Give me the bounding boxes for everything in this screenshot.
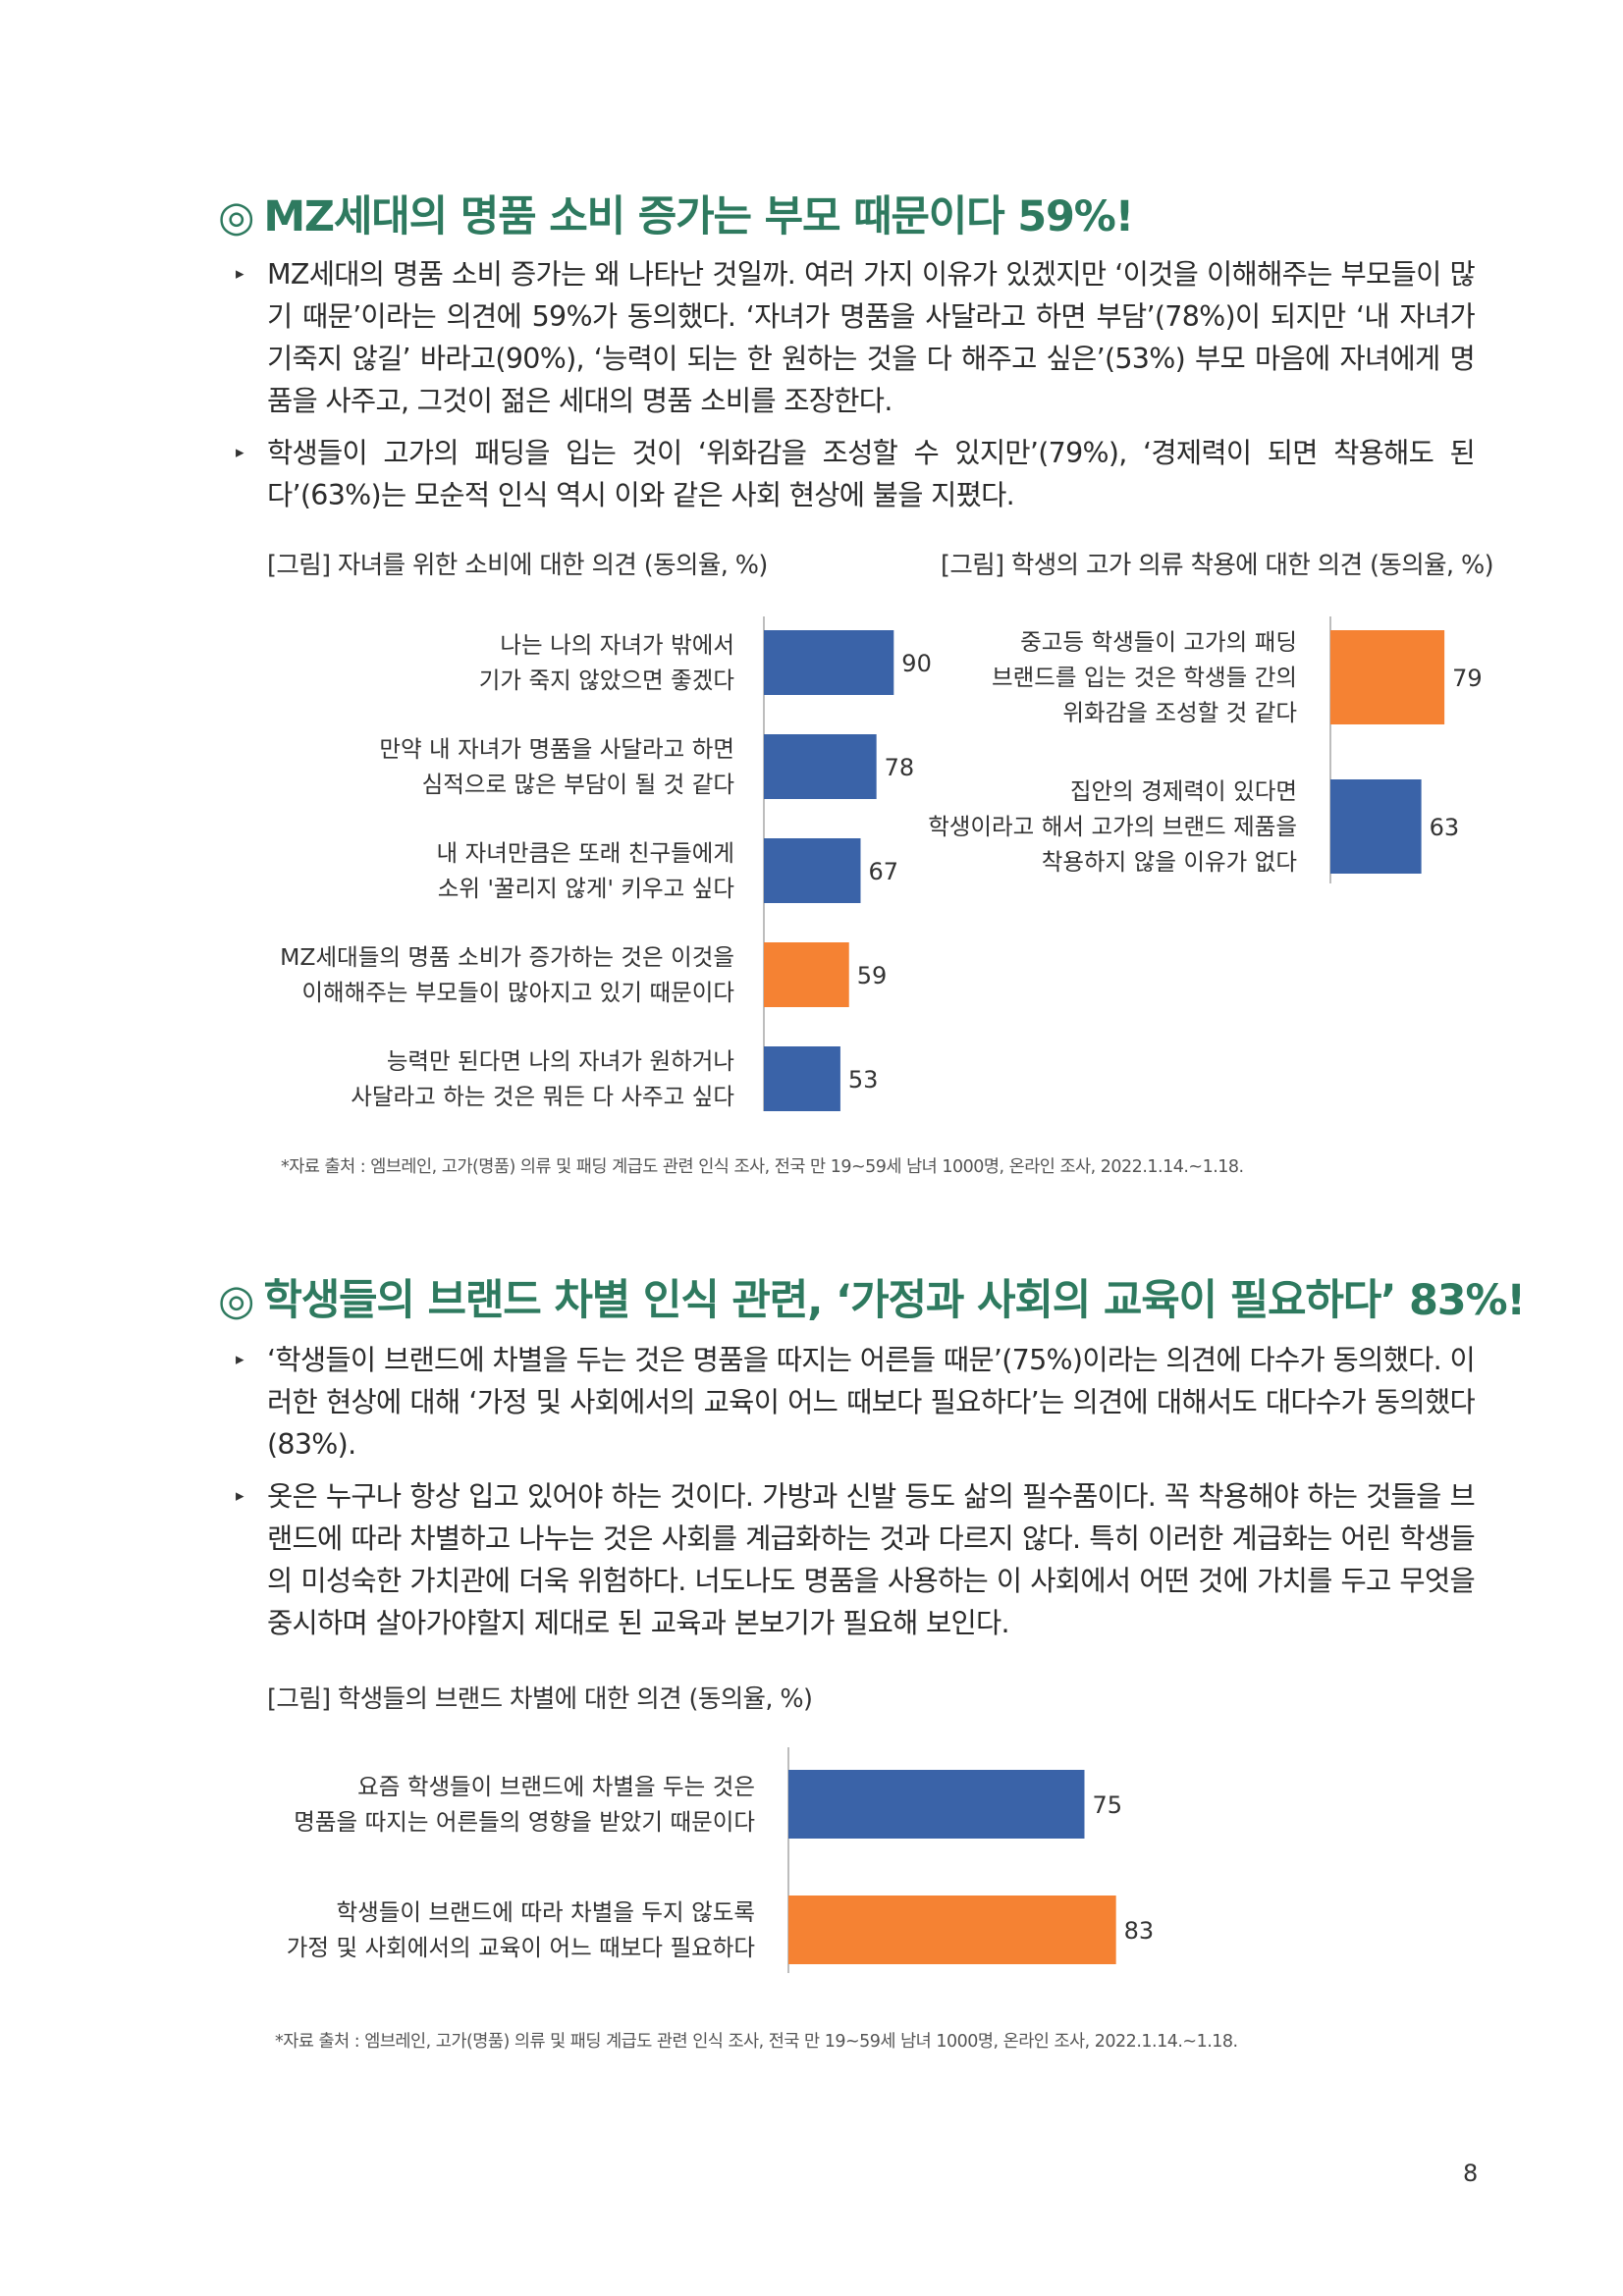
chart0-category-label-1: 기가 죽지 않았으면 좋겠다 [479, 667, 734, 694]
section2-bullet-1: ‘학생들이 브랜드에 차별을 두는 것은 명품을 따지는 어른들 때문’(75%… [236, 1339, 1476, 1466]
chart2-category-label-2: 학생들이 브랜드에 따라 차별을 두지 않도록 [336, 1898, 755, 1926]
chart0-value-label-1: 90 [901, 650, 932, 677]
chart0-value-label-2: 78 [885, 754, 915, 781]
section1-title: ◎ MZ세대의 명품 소비 증가는 부모 때문이다 59%! [218, 183, 1134, 243]
chart0-category-label-1: 나는 나의 자녀가 밖에서 [500, 631, 734, 659]
chart1-category-label-1: 브랜드를 입는 것은 학생들 간의 [992, 664, 1297, 691]
chart2-bar-2 [788, 1896, 1116, 1964]
section2-title: ◎ 학생들의 브랜드 차별 인식 관련, ‘가정과 사회의 교육이 필요하다’ 8… [218, 1266, 1526, 1327]
chart2-category-label-2: 가정 및 사회에서의 교육이 어느 때보다 필요하다 [287, 1934, 755, 1961]
chart1-bar-1 [1330, 630, 1445, 724]
section2-title-text: 학생들의 브랜드 차별 인식 관련, ‘가정과 사회의 교육이 필요하다’ 83… [263, 1276, 1526, 1325]
chart0-bar-2 [764, 734, 877, 799]
chart0-value-label-4: 59 [857, 962, 888, 989]
chart1-category-label-1: 중고등 학생들이 고가의 패딩 [1020, 628, 1297, 656]
section1-bullet-2: 학생들이 고가의 패딩을 입는 것이 ‘위화감을 조성할 수 있지만’(79%)… [236, 432, 1476, 516]
chart0-bar-1 [764, 630, 894, 695]
section2-bullet-2: 옷은 누구나 항상 입고 있어야 하는 것이다. 가방과 신발 등도 삶의 필수… [236, 1475, 1476, 1644]
chart0-category-label-4: 이해해주는 부모들이 많아지고 있기 때문이다 [301, 979, 734, 1006]
section1-title-text: MZ세대의 명품 소비 증가는 부모 때문이다 59%! [263, 192, 1134, 241]
chart0-category-label-5: 능력만 된다면 나의 자녀가 원하거나 [387, 1047, 734, 1075]
chart0-bar-3 [764, 838, 861, 903]
chart0-bar-5 [764, 1046, 840, 1111]
chart0-category-label-5: 사달라고 하는 것은 뭐든 다 사주고 싶다 [351, 1083, 734, 1110]
chart0-category-label-4: MZ세대들의 명품 소비가 증가하는 것은 이것을 [280, 943, 734, 971]
chart0-category-label-2: 심적으로 많은 부담이 될 것 같다 [422, 771, 734, 798]
chart1-category-label-2: 학생이라고 해서 고가의 브랜드 제품을 [928, 813, 1297, 840]
chart0-value-label-5: 53 [848, 1066, 879, 1094]
section1-bullet-1: MZ세대의 명품 소비 증가는 왜 나타난 것일까. 여러 가지 이유가 있겠지… [236, 253, 1476, 422]
chart0-bar-4 [764, 942, 849, 1007]
chart1-value-label-2: 63 [1430, 814, 1460, 841]
chart3-title: [그림] 학생들의 브랜드 차별에 대한 의견 (동의율, %) [267, 1684, 813, 1714]
chart2-bar-1 [788, 1770, 1085, 1839]
section1-bullets: MZ세대의 명품 소비 증가는 왜 나타난 것일까. 여러 가지 이유가 있겠지… [236, 253, 1476, 526]
chart0-category-label-3: 내 자녀만큼은 또래 친구들에게 [437, 839, 734, 867]
section2-source: *자료 출처 : 엠브레인, 고가(명품) 의류 및 패딩 계급도 관련 인식 … [275, 2032, 1238, 2052]
chart2-title: [그림] 학생의 고가 의류 착용에 대한 의견 (동의율, %) [941, 551, 1494, 580]
chart1-bar-2 [1330, 779, 1422, 874]
chart2-value-label-1: 75 [1093, 1791, 1123, 1819]
chart1-category-label-1: 위화감을 조성할 것 같다 [1062, 699, 1297, 726]
chart1-value-label-1: 79 [1452, 665, 1483, 692]
section2-bullets: ‘학생들이 브랜드에 차별을 두는 것은 명품을 따지는 어른들 때문’(75%… [236, 1339, 1476, 1654]
chart2-category-label-1: 명품을 따지는 어른들의 영향을 받았기 때문이다 [294, 1808, 755, 1836]
chart0-value-label-3: 67 [868, 858, 898, 885]
chart2-category-label-1: 요즘 학생들이 브랜드에 차별을 두는 것은 [357, 1773, 755, 1800]
chart1-category-label-2: 착용하지 않을 이유가 없다 [1042, 848, 1297, 876]
double-circle-icon: ◎ [218, 1276, 255, 1325]
chart0-category-label-2: 만약 내 자녀가 명품을 사달라고 하면 [379, 735, 734, 763]
section1-source: *자료 출처 : 엠브레인, 고가(명품) 의류 및 패딩 계급도 관련 인식 … [281, 1157, 1244, 1177]
page-number: 8 [1463, 2160, 1479, 2187]
double-circle-icon: ◎ [218, 192, 255, 241]
chart2-value-label-2: 83 [1124, 1917, 1155, 1945]
chart1-category-label-2: 집안의 경제력이 있다면 [1070, 777, 1297, 805]
chart1-title: [그림] 자녀를 위한 소비에 대한 의견 (동의율, %) [267, 551, 768, 580]
chart0-category-label-3: 소위 '꿀리지 않게' 키우고 싶다 [438, 875, 734, 902]
